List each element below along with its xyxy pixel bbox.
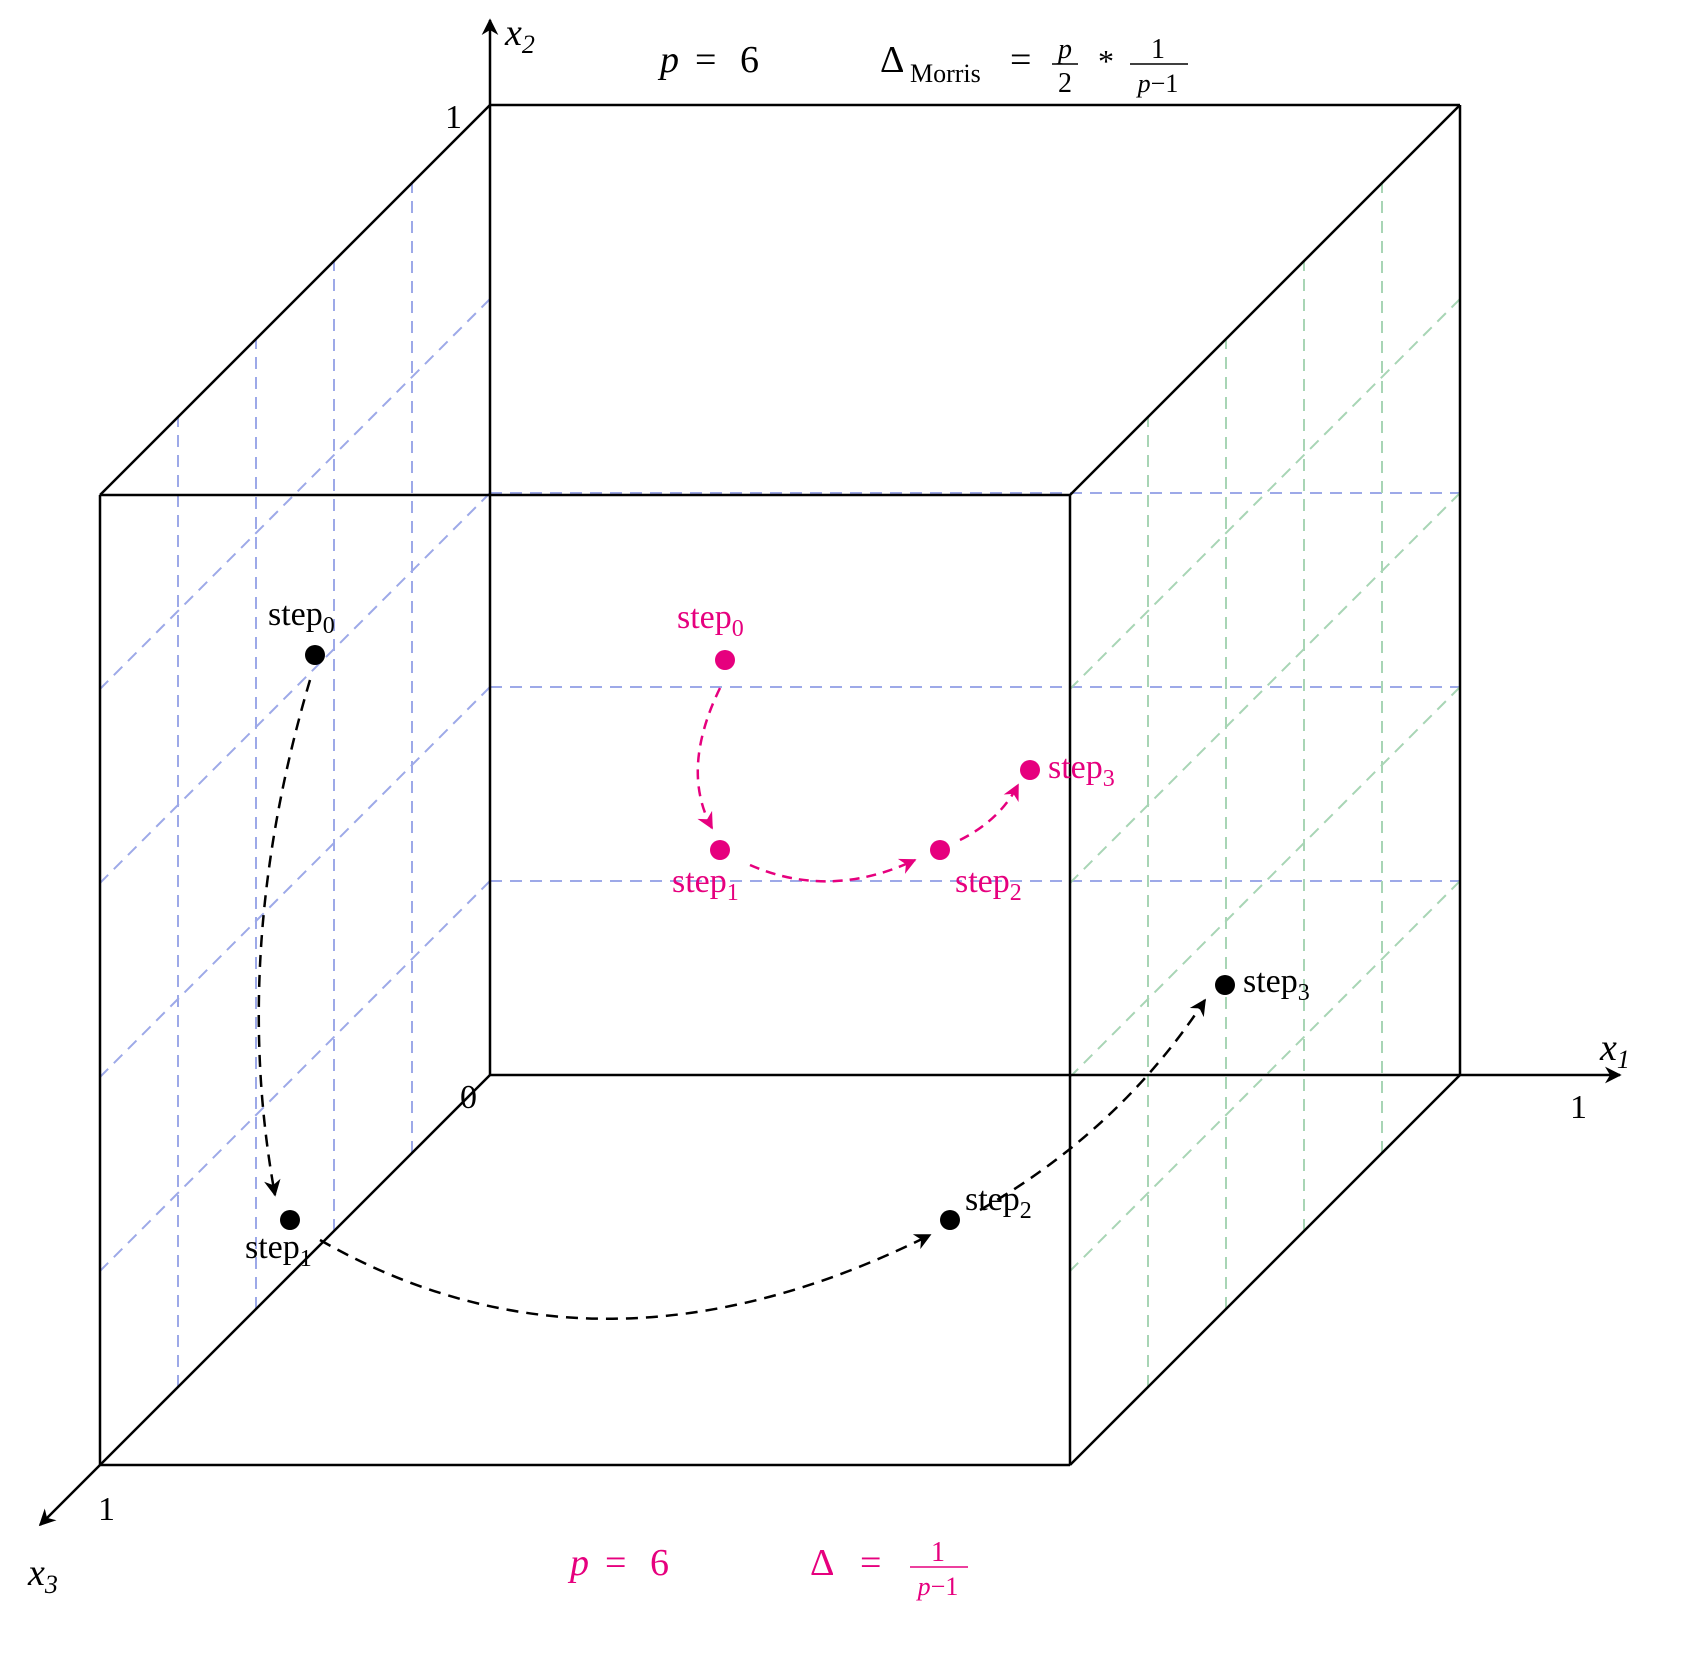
svg-text:x2: x2 [504, 12, 535, 59]
grid-green [1070, 105, 1460, 1465]
axis-label-x3: x3 [27, 1552, 58, 1599]
svg-text:p: p [1056, 34, 1072, 65]
svg-text:x1: x1 [1599, 1027, 1630, 1074]
black-trajectory: step0 step1 step2 step3 [245, 596, 1310, 1319]
axes: x2 x1 x3 [27, 12, 1630, 1599]
axis-label-x2: x2 [504, 12, 535, 59]
svg-text:p: p [567, 1542, 589, 1584]
black-step-3-dot [1215, 975, 1235, 995]
svg-text:Morris: Morris [910, 59, 981, 88]
black-step-0-dot [305, 645, 325, 665]
black-step-1-label: step1 [245, 1229, 312, 1272]
pink-step-3-label: step3 [1048, 749, 1115, 792]
svg-text:6: 6 [740, 39, 759, 81]
svg-text:*: * [1098, 43, 1114, 79]
tick-x3: 1 [98, 1491, 115, 1528]
pink-step-3-dot [1020, 760, 1040, 780]
formula-top: p=6ΔMorris=p2*1p−1 [657, 34, 1188, 99]
formula-bottom: p = 6 Δ = 1 p−1 [567, 1537, 968, 1601]
svg-text:Δ: Δ [880, 39, 904, 81]
pink-step-0-dot [715, 650, 735, 670]
origin-label: 0 [460, 1079, 477, 1116]
black-step-2-dot [940, 1210, 960, 1230]
svg-text:=: = [605, 1542, 626, 1584]
svg-text:=: = [1010, 39, 1031, 81]
pink-trajectory: step0 step1 step2 step3 [672, 599, 1115, 906]
axis-label-x1: x1 [1599, 1027, 1630, 1074]
black-step-3-label: step3 [1243, 963, 1310, 1006]
pink-step-1-dot [710, 840, 730, 860]
pink-step-0-label: step0 [677, 599, 744, 642]
svg-text:p−1: p−1 [1136, 69, 1179, 98]
svg-text:p: p [657, 39, 679, 81]
svg-text:1: 1 [931, 1537, 945, 1568]
svg-text:6: 6 [650, 1542, 669, 1584]
black-step-1-dot [280, 1210, 300, 1230]
pink-step-2-label: step2 [955, 863, 1022, 906]
svg-text:Δ: Δ [810, 1542, 834, 1584]
svg-text:=: = [695, 39, 716, 81]
black-step-0-label: step0 [268, 596, 335, 639]
tick-x2: 1 [445, 99, 462, 136]
svg-text:2: 2 [1058, 68, 1072, 99]
svg-text:=: = [860, 1542, 881, 1584]
tick-x1: 1 [1570, 1089, 1587, 1126]
black-step-2-label: step2 [965, 1181, 1032, 1224]
svg-text:x3: x3 [27, 1552, 58, 1599]
svg-text:p−1: p−1 [916, 1572, 959, 1601]
svg-text:1: 1 [1151, 34, 1165, 65]
pink-step-1-label: step1 [672, 863, 739, 906]
pink-step-2-dot [930, 840, 950, 860]
